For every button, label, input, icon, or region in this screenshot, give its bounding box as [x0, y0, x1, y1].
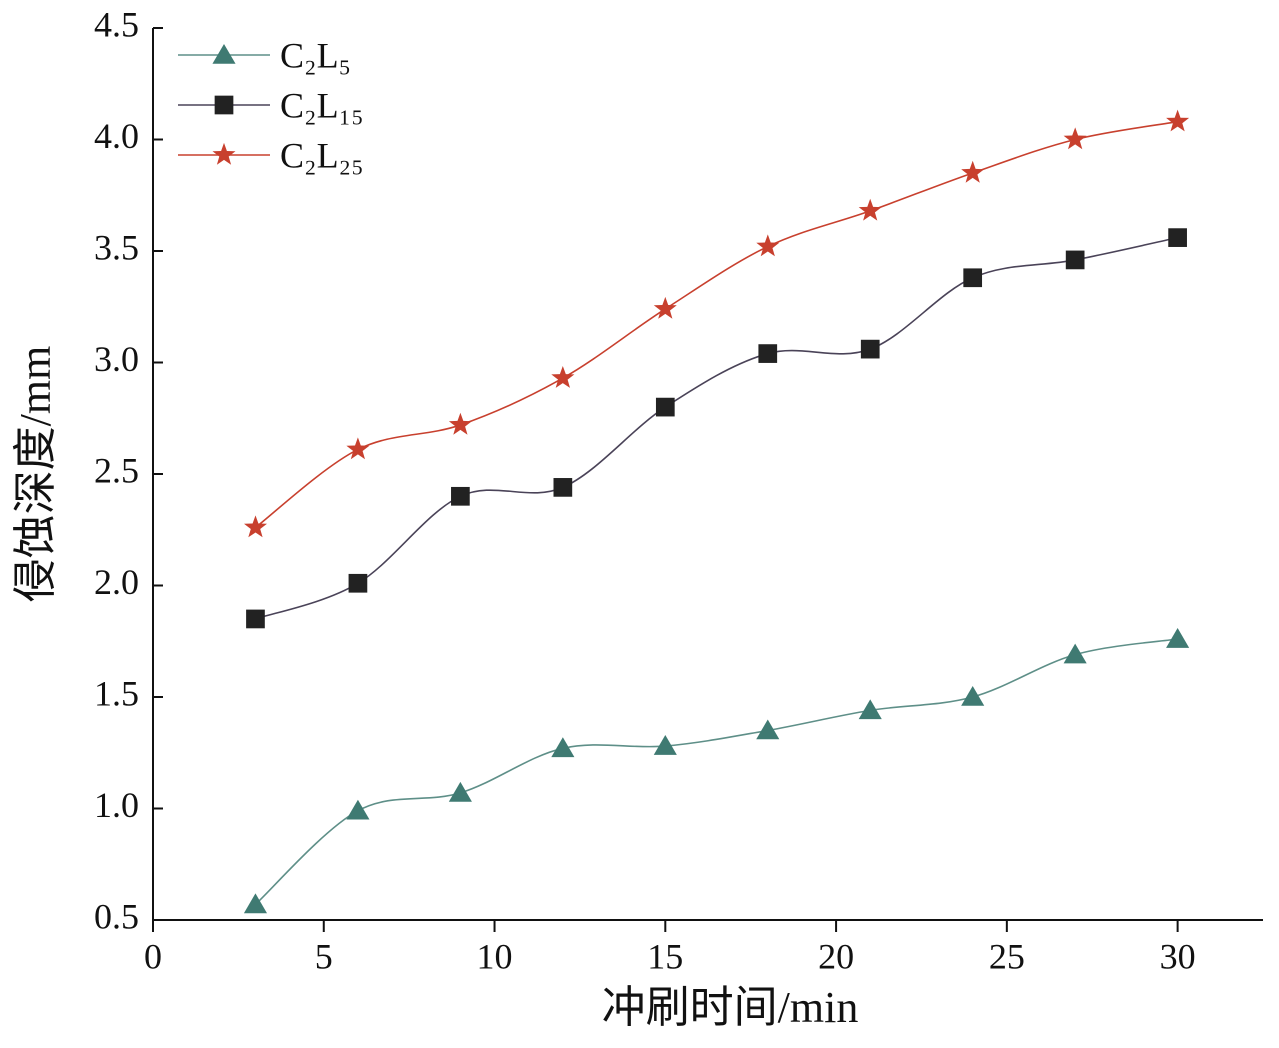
data-point — [961, 160, 985, 183]
y-tick-label: 4.0 — [94, 116, 139, 156]
y-tick-label: 3.5 — [94, 227, 139, 267]
data-point — [653, 296, 677, 319]
y-tick-label: 1.5 — [94, 673, 139, 713]
x-tick-label: 15 — [647, 936, 683, 976]
data-point — [1063, 643, 1087, 664]
x-axis-label: 冲刷时间/min — [602, 983, 859, 1032]
y-tick-label: 4.5 — [94, 4, 139, 44]
legend-marker — [212, 44, 236, 64]
y-tick-label: 2.5 — [94, 450, 139, 490]
data-point — [1166, 628, 1190, 648]
data-point — [551, 737, 575, 758]
legend-marker — [212, 142, 236, 165]
data-point — [448, 412, 472, 435]
y-tick-label: 0.5 — [94, 896, 139, 936]
data-point — [1065, 250, 1085, 270]
data-point — [346, 437, 370, 460]
legend-marker — [214, 95, 234, 115]
data-point — [653, 735, 677, 755]
data-point — [1168, 228, 1187, 247]
x-tick-label: 5 — [315, 936, 333, 976]
y-tick-label: 2.0 — [94, 562, 139, 602]
data-point — [246, 609, 265, 629]
legend-label: C₂L₅ — [280, 35, 351, 75]
series-line — [255, 236, 1178, 620]
x-tick-label: 25 — [989, 936, 1025, 976]
data-point — [243, 893, 268, 914]
data-point — [448, 781, 472, 802]
data-point — [858, 699, 882, 720]
data-point — [1166, 109, 1190, 132]
data-point — [756, 719, 780, 740]
data-point — [346, 799, 370, 820]
data-point — [551, 366, 575, 388]
x-tick-label: 0 — [144, 936, 162, 976]
data-point — [244, 515, 267, 538]
data-point — [758, 344, 778, 363]
series-line — [254, 638, 1178, 905]
data-point — [451, 486, 470, 506]
y-tick-label: 1.0 — [94, 785, 139, 825]
data-point — [858, 198, 882, 221]
legend-label: C₂L₂₅ — [280, 135, 364, 175]
data-point — [860, 339, 880, 359]
data-point — [1063, 127, 1087, 150]
x-tick-label: 10 — [477, 936, 513, 976]
x-tick-label: 20 — [818, 936, 854, 976]
data-point — [961, 686, 985, 706]
x-tick-label: 30 — [1160, 936, 1196, 976]
data-point — [963, 268, 983, 288]
legend-label: C₂L₁₅ — [280, 85, 364, 125]
data-point — [348, 573, 368, 593]
data-point — [756, 234, 780, 257]
data-point — [553, 478, 573, 497]
series-line — [254, 120, 1178, 529]
y-axis-label: 侵蚀深度/mm — [11, 346, 60, 603]
data-point — [655, 397, 675, 417]
y-tick-label: 3.0 — [94, 339, 139, 379]
